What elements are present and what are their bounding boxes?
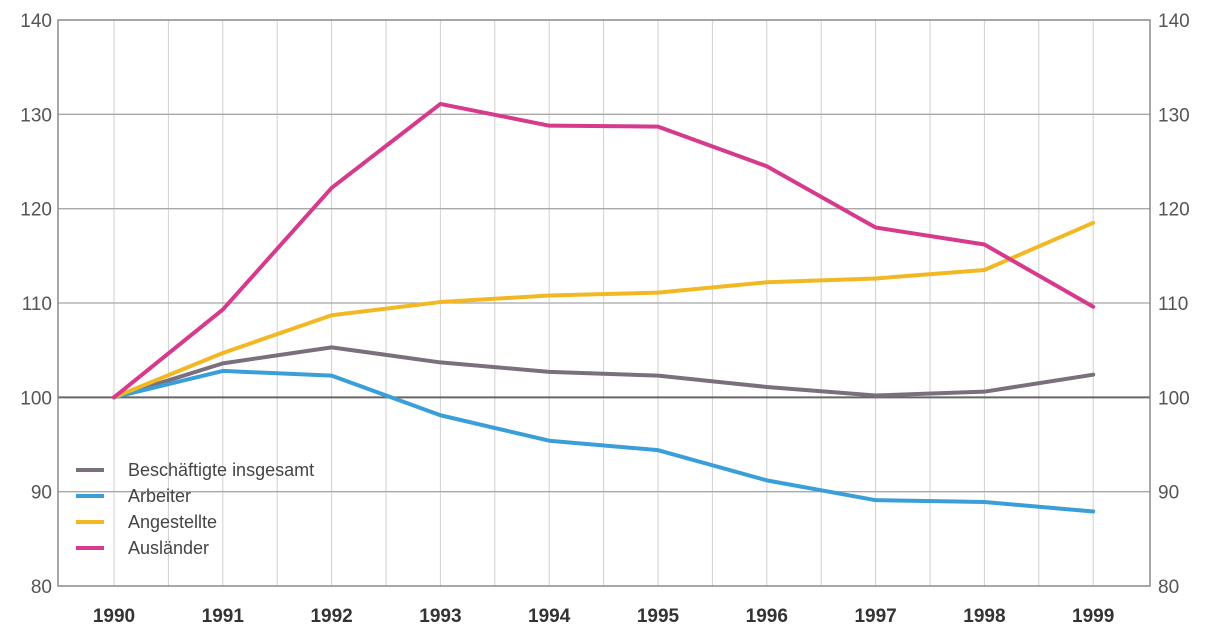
y-tick-label-right: 90: [1158, 483, 1179, 504]
y-tick-label-right: 140: [1158, 11, 1190, 32]
x-tick-label: 1998: [963, 606, 1005, 627]
series-line-2: [112, 220, 1096, 400]
plot-frame: [57, 19, 1151, 587]
x-tick-label: 1999: [1072, 606, 1114, 627]
legend-label-auslaender: Ausländer: [128, 538, 209, 558]
y-tick-label-right: 130: [1158, 105, 1190, 126]
y-tick-label-left: 100: [20, 388, 52, 409]
x-tick-label: 1990: [93, 606, 135, 627]
x-tick-label: 1995: [637, 606, 680, 627]
y-tick-label-left: 90: [31, 483, 52, 504]
series-line-1: [112, 368, 1096, 514]
legend-label-angestellte: Angestellte: [128, 512, 217, 532]
series-lines: [112, 101, 1096, 514]
axes: [57, 19, 1151, 587]
y-tick-label-left: 110: [22, 294, 52, 315]
y-tick-label-left: 130: [20, 105, 52, 126]
legend-label-beschaeftigte: Beschäftigte insgesamt: [128, 460, 314, 480]
x-tick-label: 1997: [854, 606, 896, 627]
series-line-3: [112, 101, 1096, 400]
tick-labels: 80 80 90 90 100 100 110 110 120 120 130 130 140 140 19…: [20, 11, 1189, 627]
x-tick-label: 1996: [746, 606, 788, 627]
x-tick-label: 1991: [202, 606, 245, 627]
x-tick-label: 1994: [528, 606, 571, 627]
y-tick-label-right: 100: [1158, 388, 1190, 409]
y-tick-label-left: 80: [31, 577, 52, 598]
y-tick-label-right: 120: [1158, 200, 1190, 221]
legend: Beschäftigte insgesamt Arbeiter Angestel…: [76, 460, 314, 558]
legend-label-arbeiter: Arbeiter: [128, 486, 191, 506]
y-tick-label-left: 120: [20, 200, 52, 221]
y-tick-label-right: 110: [1158, 294, 1188, 315]
y-tick-label-right: 80: [1158, 577, 1179, 598]
x-tick-label: 1992: [310, 606, 352, 627]
series-line-0: [112, 345, 1096, 400]
y-tick-label-left: 140: [20, 11, 52, 32]
x-tick-label: 1993: [419, 606, 461, 627]
